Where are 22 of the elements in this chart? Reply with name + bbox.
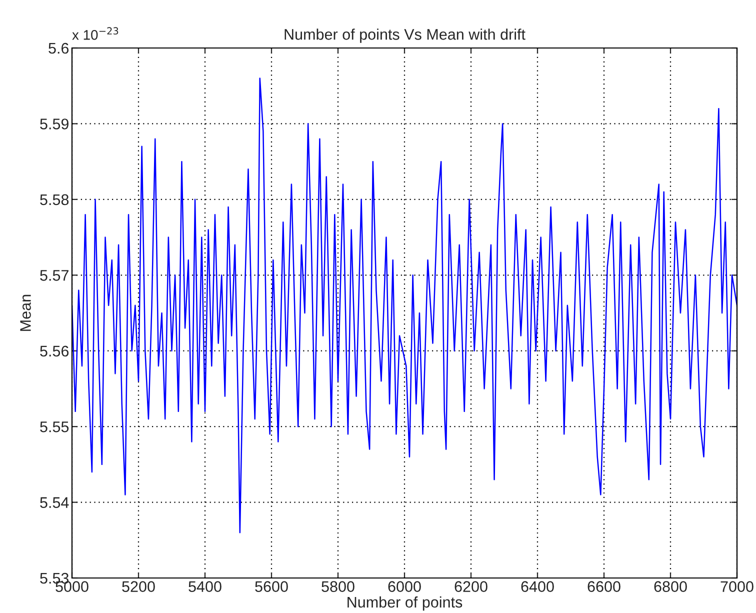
x-tick-label: 6600 bbox=[588, 581, 620, 592]
x-tick-label: 6000 bbox=[388, 581, 421, 592]
y-tick-label: 5.59 bbox=[40, 118, 68, 130]
y-tick-label: 5.54 bbox=[40, 497, 69, 508]
x-tick-label: 6400 bbox=[521, 581, 554, 592]
x-tick-label: 5800 bbox=[322, 581, 354, 592]
line-series bbox=[72, 78, 737, 534]
x-tick-label: 5400 bbox=[188, 581, 222, 592]
x-tick-label: 5600 bbox=[255, 581, 288, 592]
x-tick-label: 5200 bbox=[122, 581, 155, 592]
y-axis-title: Mean bbox=[20, 294, 31, 331]
y-tick-label: 5.57 bbox=[40, 270, 68, 281]
y-tick-label: 5.58 bbox=[40, 194, 69, 206]
y-tick-label: 5.56 bbox=[40, 346, 69, 357]
chart-title: Number of points Vs Mean with drift bbox=[284, 28, 526, 43]
y-tick-label: 5.55 bbox=[40, 422, 69, 432]
x-tick-label: 7000 bbox=[720, 581, 754, 592]
y-tick-label: 5.6 bbox=[48, 42, 69, 54]
x-tick-label: 6800 bbox=[654, 581, 687, 592]
x-axis-title: Number of points bbox=[348, 596, 462, 611]
x-tick-label: 6200 bbox=[454, 581, 488, 592]
text: x 10$^{−23}$ bbox=[72, 27, 118, 40]
